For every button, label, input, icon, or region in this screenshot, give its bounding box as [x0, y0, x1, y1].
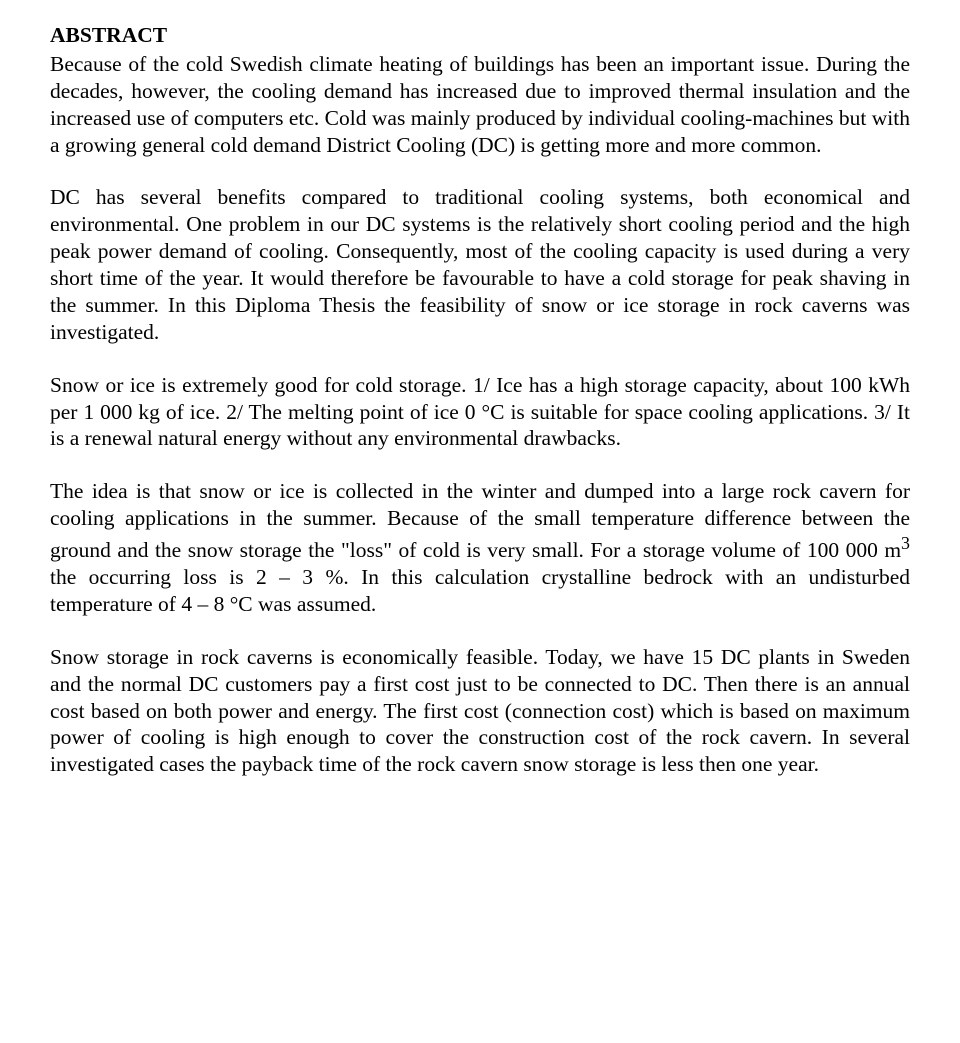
paragraph-1: Because of the cold Swedish climate heat… — [50, 51, 910, 159]
paragraph-4-text-b: the occurring loss is 2 – 3 %. In this c… — [50, 565, 910, 616]
paragraph-4: The idea is that snow or ice is collecte… — [50, 478, 910, 618]
paragraph-3: Snow or ice is extremely good for cold s… — [50, 372, 910, 453]
abstract-heading: ABSTRACT — [50, 22, 910, 49]
paragraph-2: DC has several benefits compared to trad… — [50, 184, 910, 345]
paragraph-5: Snow storage in rock caverns is economic… — [50, 644, 910, 778]
paragraph-4-superscript: 3 — [901, 533, 910, 553]
paragraph-4-text-a: The idea is that snow or ice is collecte… — [50, 479, 910, 562]
